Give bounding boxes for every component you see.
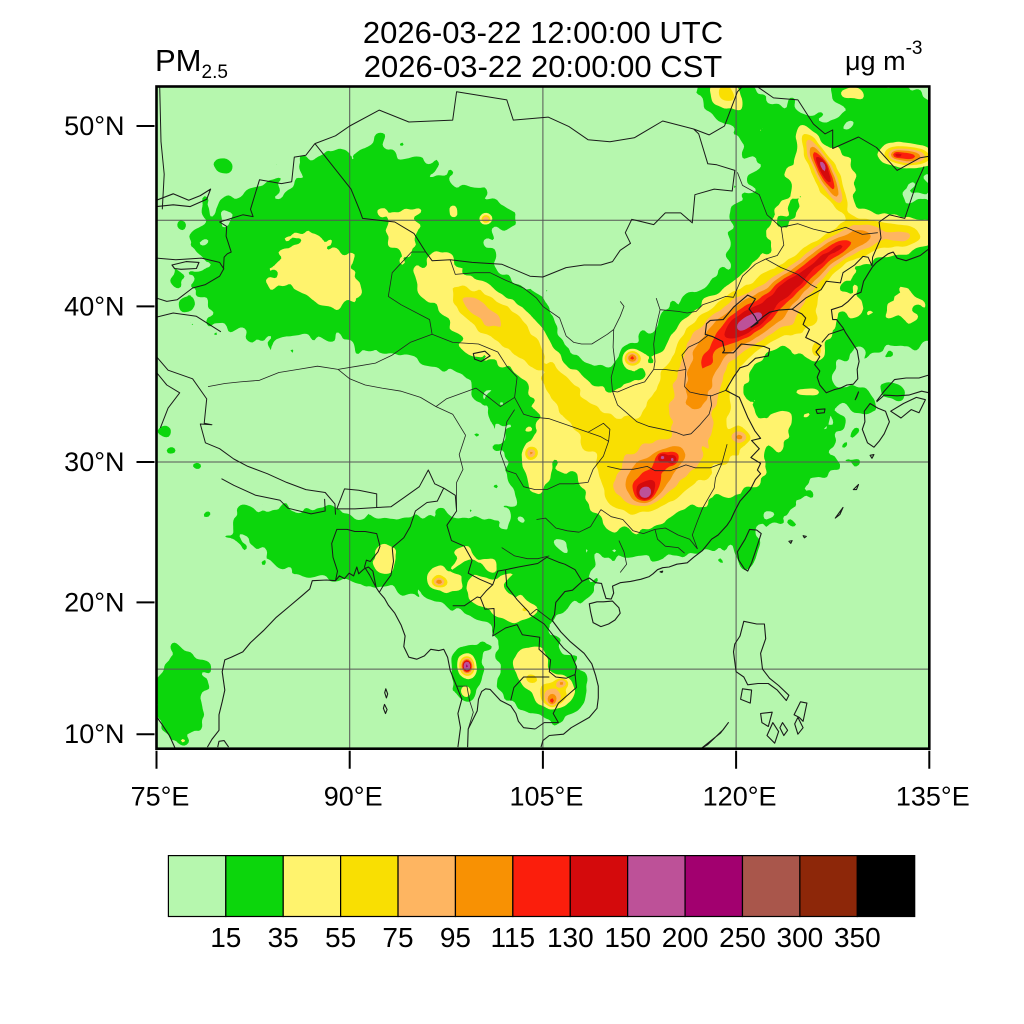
svg-text:150: 150 — [604, 922, 651, 953]
svg-text:50°N: 50°N — [64, 111, 124, 141]
svg-text:105°E: 105°E — [509, 782, 583, 812]
svg-text:35: 35 — [268, 922, 299, 953]
svg-text:40°N: 40°N — [64, 291, 124, 321]
svg-text:350: 350 — [834, 922, 881, 953]
svg-text:300: 300 — [777, 922, 824, 953]
svg-text:15: 15 — [210, 922, 241, 953]
svg-text:75°E: 75°E — [131, 782, 190, 812]
svg-text:120°E: 120°E — [703, 782, 777, 812]
svg-text:75: 75 — [382, 922, 413, 953]
svg-text:2026-03-22 20:00:00 CST: 2026-03-22 20:00:00 CST — [364, 49, 723, 84]
svg-text:200: 200 — [662, 922, 709, 953]
svg-text:130: 130 — [547, 922, 594, 953]
svg-text:90°E: 90°E — [324, 782, 383, 812]
svg-text:135°E: 135°E — [896, 782, 970, 812]
svg-text:250: 250 — [719, 922, 766, 953]
svg-text:20°N: 20°N — [64, 587, 124, 617]
svg-text:10°N: 10°N — [64, 719, 124, 749]
svg-text:55: 55 — [325, 922, 356, 953]
svg-text:2026-03-22 12:00:00 UTC: 2026-03-22 12:00:00 UTC — [363, 15, 723, 50]
svg-text:95: 95 — [440, 922, 471, 953]
svg-text:30°N: 30°N — [64, 447, 124, 477]
svg-text:115: 115 — [490, 922, 535, 953]
